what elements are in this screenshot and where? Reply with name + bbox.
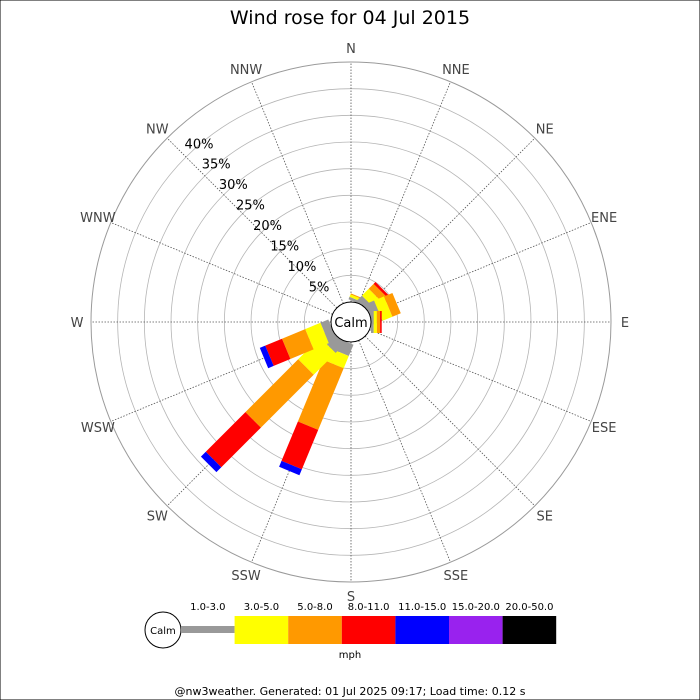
spoke-ne: [364, 137, 536, 309]
legend: Calm 1.0-3.0 3.0-5.0 5.0-8.0 8.0-11.0 11.0-1…: [144, 602, 557, 661]
bar-ssw-5.0-8.0: [297, 359, 344, 430]
grid-ring-15: [250, 221, 452, 423]
legend-swatch-8.0-11.0: [341, 616, 396, 644]
grid-ring-outer: [90, 61, 612, 583]
legend-items: 1.0-3.0 3.0-5.0 5.0-8.0 8.0-11.0 11.0-15.0 15…: [181, 602, 557, 644]
grid-ring-10: [277, 248, 425, 396]
legend-swatch-11.0-15.0: [395, 616, 449, 644]
calm-center: Calm: [330, 301, 372, 343]
radial-label-20: 20%: [253, 219, 282, 234]
spoke-nnw: [251, 81, 344, 304]
direction-label-wsw: WSW: [81, 421, 115, 436]
bar-e-5.0-8.0: [376, 311, 381, 333]
bar-ne-8.0-11.0: [373, 282, 391, 300]
legend-swatch-5.0-8.0: [288, 616, 342, 644]
bar-e-1.0-3.0: [371, 311, 374, 333]
calm-circle: [330, 301, 372, 343]
legend-swatch-15.0-20.0: [449, 616, 503, 644]
direction-label-ene: ENE: [591, 211, 617, 226]
direction-label-ssw: SSW: [231, 569, 261, 584]
grid-ring-5: [303, 274, 399, 370]
footer-text: @nw3weather. Generated: 01 Jul 2025 09:1…: [175, 685, 526, 698]
legend-swatch-3.0-5.0: [234, 616, 289, 644]
spoke-se: [364, 335, 536, 507]
bar-wsw-11.0-15.0: [259, 345, 274, 369]
direction-label-nnw: NNW: [230, 63, 262, 78]
bar-wsw-5.0-8.0: [282, 329, 314, 359]
direction-label-sw: SW: [147, 510, 168, 525]
direction-label-s: S: [347, 590, 355, 605]
direction-label-n: N: [346, 42, 356, 57]
legend-swatch-1.0-3.0: [181, 626, 235, 633]
direction-label-wnw: WNW: [80, 211, 116, 226]
legend-label-11.0-15.0: 11.0-15.0: [398, 602, 446, 613]
spoke-ese: [369, 329, 592, 422]
direction-label-nw: NW: [146, 122, 169, 137]
spoke-wnw: [110, 222, 333, 315]
legend-label-20.0-50.0: 20.0-50.0: [505, 602, 553, 613]
bar-sw-8.0-11.0: [205, 412, 261, 468]
legend-unit: mph: [339, 650, 361, 661]
legend-label-1.0-3.0: 1.0-3.0: [190, 602, 225, 613]
spoke-nne: [358, 81, 451, 304]
direction-label-nne: NNE: [442, 63, 470, 78]
radial-labels: 5% 10% 15% 20% 25% 30% 35% 40%: [185, 137, 330, 295]
radial-label-10: 10%: [287, 260, 316, 275]
bar-sw-3.0-5.0: [298, 337, 336, 375]
bar-e-8.0-11.0: [380, 311, 382, 333]
radial-label-35: 35%: [202, 158, 231, 173]
spoke-nw: [166, 137, 338, 309]
legend-label-15.0-20.0: 15.0-20.0: [452, 602, 500, 613]
legend-swatch-20.0-50.0: [502, 616, 557, 644]
radial-label-5: 5%: [309, 280, 330, 295]
direction-label-ne: NE: [536, 122, 554, 137]
radial-label-40: 40%: [185, 137, 214, 152]
bar-ene-3.0-5.0: [374, 296, 393, 321]
bar-wsw-8.0-11.0: [265, 338, 291, 366]
polar-grid: [90, 61, 612, 583]
bar-sw-11.0-15.0: [200, 451, 222, 473]
direction-label-w: W: [71, 316, 84, 331]
direction-label-sse: SSE: [444, 569, 469, 584]
bar-ssw-8.0-11.0: [281, 421, 319, 470]
bar-sw-5.0-8.0: [245, 359, 314, 428]
direction-labels: N NNE NE ENE E ESE SE SSE S SSW SW WSW W WNW NW NNW: [71, 42, 630, 605]
bar-e-3.0-5.0: [373, 311, 377, 333]
bar-ssw-11.0-15.0: [279, 460, 302, 476]
legend-label-3.0-5.0: 3.0-5.0: [244, 602, 279, 613]
spoke-sse: [358, 340, 451, 563]
legend-label-5.0-8.0: 5.0-8.0: [297, 602, 332, 613]
chart-title: Wind rose for 04 Jul 2015: [230, 7, 470, 29]
bar-ene-5.0-8.0: [384, 293, 401, 317]
direction-label-ese: ESE: [592, 421, 617, 436]
legend-calm-label: Calm: [150, 626, 176, 637]
radial-label-30: 30%: [219, 178, 248, 193]
spoke-ene: [369, 222, 592, 315]
direction-label-e: E: [621, 316, 629, 331]
bar-wsw-3.0-5.0: [305, 322, 329, 350]
legend-label-8.0-11.0: 8.0-11.0: [348, 602, 390, 613]
grid-ring-20: [223, 194, 479, 450]
radial-label-25: 25%: [236, 199, 265, 214]
direction-label-se: SE: [536, 510, 552, 525]
wind-bars: [200, 282, 401, 476]
calm-label: Calm: [334, 316, 367, 331]
radial-label-15: 15%: [270, 239, 299, 254]
bar-wsw-1.0-3.0: [320, 319, 337, 344]
